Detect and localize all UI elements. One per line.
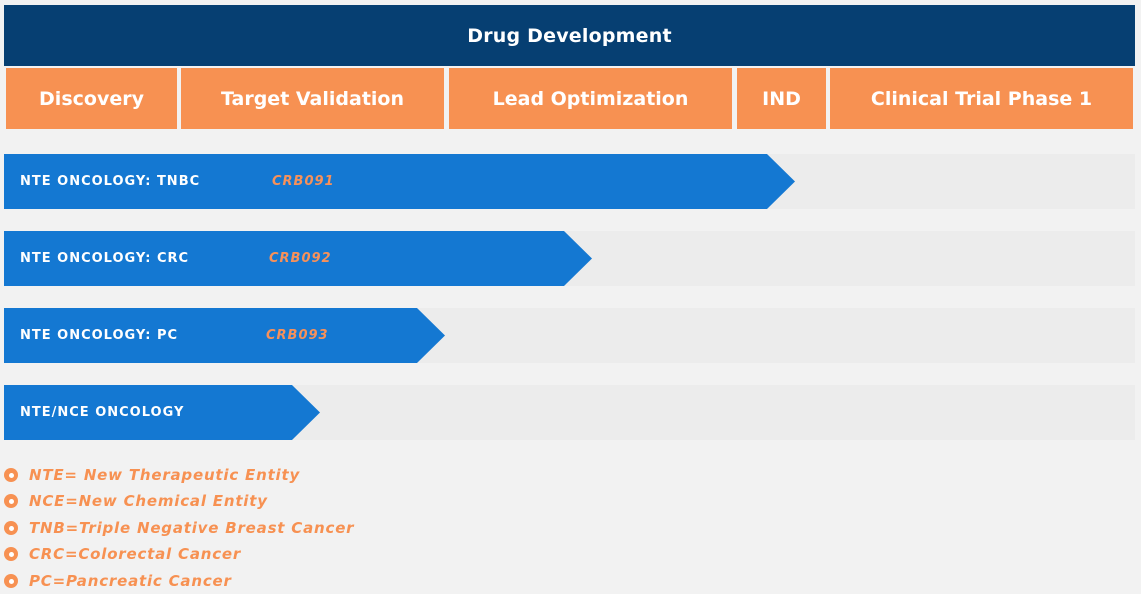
phase-clinical-trial-1: Clinical Trial Phase 1	[830, 68, 1133, 129]
program-label: NTE ONCOLOGY: TNBC	[20, 174, 201, 189]
progress-arrow	[4, 385, 320, 440]
bullet-icon	[4, 494, 18, 508]
pipeline-row-crc: NTE ONCOLOGY: CRC CRB092	[4, 231, 1135, 286]
legend-item: CRC=Colorectal Cancer	[4, 541, 241, 567]
phase-target-validation: Target Validation	[181, 68, 444, 129]
phase-label: Target Validation	[221, 87, 404, 110]
phase-label: Lead Optimization	[492, 87, 689, 110]
legend-text: CRC=Colorectal Cancer	[29, 545, 242, 563]
bullet-icon	[4, 547, 18, 561]
legend-text: NTE= New Therapeutic Entity	[29, 466, 301, 484]
pipeline-row-nte-nce: NTE/NCE ONCOLOGY	[4, 385, 1135, 440]
pipeline-row-pc: NTE ONCOLOGY: PC CRB093	[4, 308, 1135, 363]
phase-label: IND	[762, 87, 801, 110]
legend-text: NCE=New Chemical Entity	[29, 492, 268, 510]
compound-code: CRB093	[266, 328, 329, 343]
legend-text: TNB=Triple Negative Breast Cancer	[29, 519, 355, 537]
bullet-icon	[4, 521, 18, 535]
progress-arrow	[4, 308, 445, 363]
header-title: Drug Development	[467, 24, 672, 47]
legend-text: PC=Pancreatic Cancer	[29, 572, 232, 590]
bullet-icon	[4, 574, 18, 588]
legend-item: NTE= New Therapeutic Entity	[4, 462, 300, 488]
phase-discovery: Discovery	[6, 68, 177, 129]
phase-lead-optimization: Lead Optimization	[449, 68, 732, 129]
legend-item: PC=Pancreatic Cancer	[4, 568, 232, 594]
bullet-icon	[4, 468, 18, 482]
phase-label: Discovery	[39, 87, 144, 110]
progress-arrow	[4, 231, 592, 286]
program-label: NTE/NCE ONCOLOGY	[20, 405, 185, 420]
program-label: NTE ONCOLOGY: CRC	[20, 251, 190, 266]
progress-arrow	[4, 154, 795, 209]
legend-item: TNB=Triple Negative Breast Cancer	[4, 515, 354, 541]
pipeline-row-tnbc: NTE ONCOLOGY: TNBC CRB091	[4, 154, 1135, 209]
phase-label: Clinical Trial Phase 1	[870, 87, 1093, 110]
legend-item: NCE=New Chemical Entity	[4, 488, 268, 514]
compound-code: CRB091	[272, 174, 335, 189]
program-label: NTE ONCOLOGY: PC	[20, 328, 179, 343]
phase-ind: IND	[737, 68, 826, 129]
compound-code: CRB092	[269, 251, 332, 266]
header-banner: Drug Development	[4, 5, 1135, 66]
